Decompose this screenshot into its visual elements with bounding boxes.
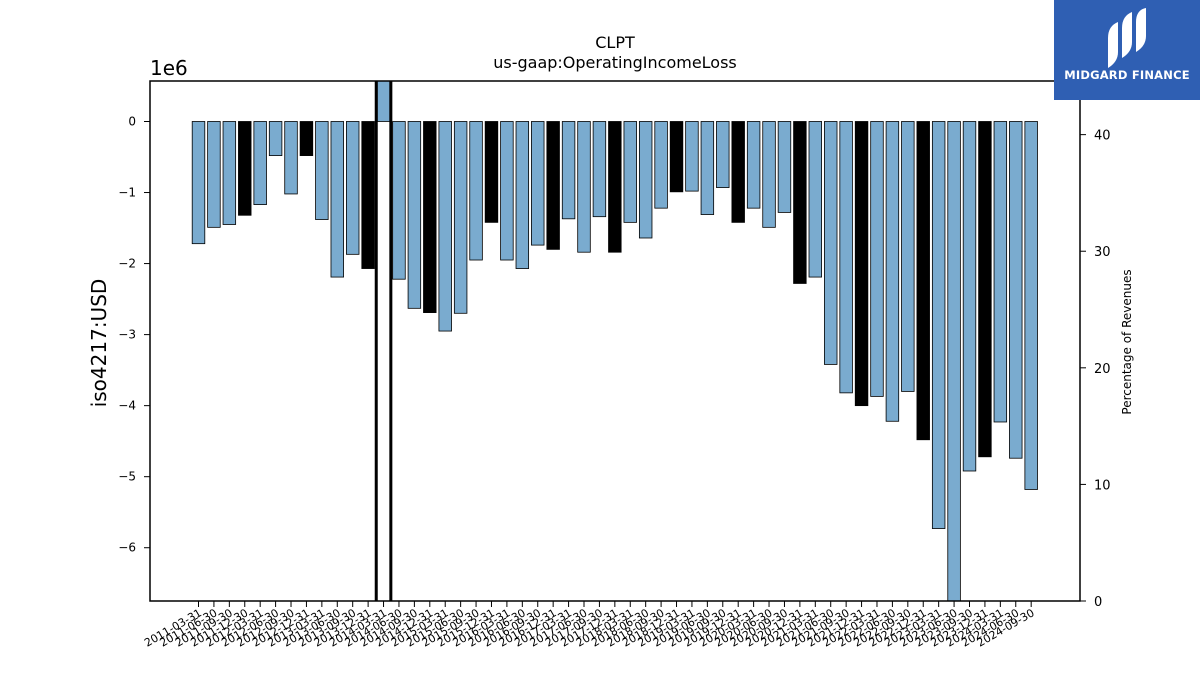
bar: [901, 121, 915, 392]
bar: [423, 121, 437, 313]
bar: [315, 121, 329, 220]
bar: [731, 121, 745, 223]
bar: [330, 121, 344, 278]
bar: [824, 121, 838, 365]
bar: [561, 121, 576, 220]
chart-subtitle: us-gaap:OperatingIncomeLoss: [493, 53, 737, 72]
bar: [885, 121, 900, 422]
bar: [1009, 121, 1023, 459]
plot-frame: [149, 80, 1081, 602]
y-tick-label: −6: [118, 541, 136, 555]
logo-text: MIDGARD FINANCE: [1064, 68, 1190, 82]
y-offset-label: 1e6: [150, 56, 188, 80]
bar: [361, 121, 375, 269]
y-tick-label: −2: [118, 257, 136, 271]
bar: [638, 121, 653, 239]
bar: [191, 121, 206, 245]
bar: [716, 121, 730, 188]
bar: [962, 121, 977, 472]
bar: [469, 121, 483, 261]
bar: [808, 121, 823, 278]
bar: [253, 121, 267, 206]
y2-tick-label: 30: [1094, 245, 1111, 260]
y2-tick-label: 10: [1094, 478, 1111, 493]
bar: [793, 121, 807, 284]
bar: [854, 121, 869, 407]
y-ticks: 0 −1 −2 −3 −4 −5 −6: [118, 114, 150, 555]
bar: [654, 121, 668, 209]
y2-tick-label: 20: [1094, 362, 1111, 377]
bar: [870, 121, 884, 397]
bar: [500, 121, 514, 261]
bar: [299, 121, 314, 156]
bar: [1024, 121, 1038, 490]
y2-ticks: 0 10 20 30 40: [1080, 129, 1111, 610]
chart-title: CLPT: [595, 33, 635, 52]
bar: [438, 121, 452, 332]
bar: [515, 121, 530, 269]
bar: [268, 121, 283, 156]
bar: [484, 121, 499, 223]
bar: [376, 80, 391, 122]
y2-tick-label: 40: [1094, 129, 1111, 144]
logo-mark-icon: [1108, 8, 1146, 68]
y-tick-label: −4: [118, 399, 136, 413]
bar: [407, 121, 422, 309]
bar: [762, 121, 776, 228]
y-tick-label: 0: [128, 114, 136, 128]
bar: [993, 121, 1008, 423]
bar: [916, 121, 930, 441]
y-axis-label: iso4217:USD: [87, 279, 111, 408]
y-tick-label: −3: [118, 328, 136, 342]
bar: [592, 121, 607, 218]
bar: [453, 121, 468, 314]
logo: MIDGARD FINANCE: [1054, 0, 1200, 100]
bar: [978, 121, 992, 458]
y2-tick-label: 0: [1094, 595, 1102, 610]
bar: [284, 121, 298, 195]
bar: [669, 121, 684, 193]
bar: [531, 121, 545, 246]
bar: [392, 121, 406, 280]
bar: [577, 121, 591, 253]
y-tick-label: −1: [118, 186, 136, 200]
bar: [222, 121, 237, 225]
bar: [947, 121, 961, 602]
y-tick-label: −5: [118, 470, 136, 484]
bar: [700, 121, 715, 215]
bar: [608, 121, 622, 253]
y2-axis-label: Percentage of Revenues: [1120, 269, 1134, 414]
bars: [191, 80, 1038, 602]
bar: [238, 121, 252, 216]
bar: [931, 121, 946, 529]
bar: [207, 121, 221, 228]
bar: [345, 121, 360, 255]
bar: [685, 121, 699, 192]
bar: [546, 121, 560, 250]
bar: [777, 121, 792, 213]
bar: [623, 121, 637, 223]
x-ticks: 2011-03-312011-06-302011-09-302011-12-30…: [142, 601, 1037, 650]
bar: [839, 121, 853, 394]
bar: [746, 121, 761, 209]
